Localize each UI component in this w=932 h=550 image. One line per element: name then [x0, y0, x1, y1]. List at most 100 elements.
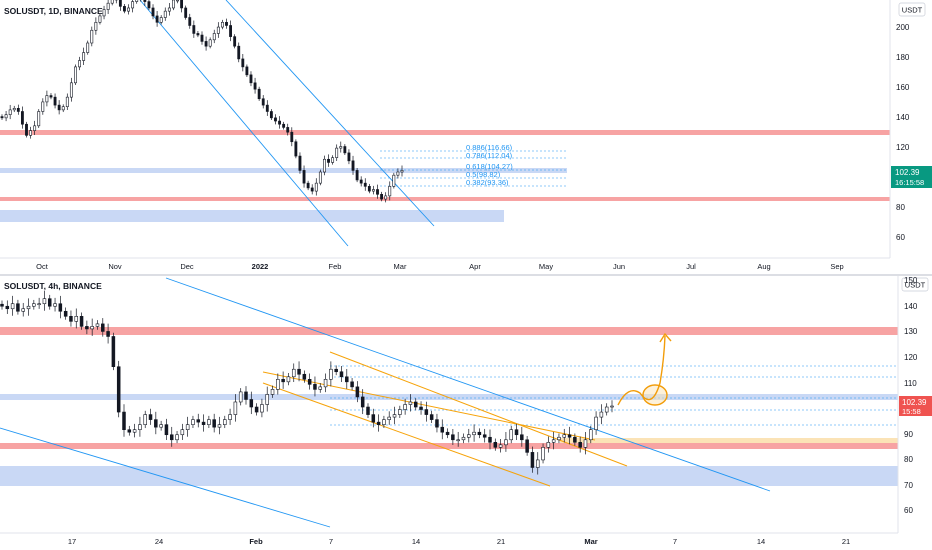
top-candle-body: [8, 109, 12, 115]
bottom-zone-support-73: [0, 466, 898, 486]
top-x-tick-label: Apr: [469, 262, 481, 271]
top-candle-body: [53, 96, 57, 106]
bottom-candle-body: [185, 424, 190, 430]
top-candle-body: [135, 0, 139, 2]
bottom-candle-body: [233, 401, 238, 415]
bottom-candle-body: [265, 394, 269, 405]
top-price-axis[interactable]: USDT 60 80 100 120 140 160 180 200 102.3…: [889, 0, 932, 258]
bottom-candle-body: [223, 419, 227, 425]
bottom-y-tick-label: 110: [904, 379, 917, 388]
channel-upper-line: [262, 371, 596, 441]
bottom-price-axis[interactable]: USDT 60 70 80 90 100 110 120 130 140 150…: [897, 276, 932, 533]
bottom-candle-body: [143, 414, 147, 425]
top-last-price: 102.39: [895, 168, 920, 177]
top-candle-body: [118, 0, 122, 7]
bottom-candle-body: [546, 441, 551, 448]
bottom-candle-body: [0, 303, 4, 307]
bottom-candle-body: [589, 429, 593, 441]
top-candle-body: [225, 21, 228, 26]
top-candle-body: [318, 171, 322, 184]
bottom-candle-body: [318, 386, 323, 390]
bottom-y-tick-label: 60: [904, 506, 913, 515]
bottom-zone-support-105: [0, 394, 898, 400]
bottom-candle-body: [159, 424, 163, 428]
top-candle-body: [163, 10, 167, 18]
bottom-candle-body: [419, 406, 423, 410]
top-candle-body: [204, 41, 208, 47]
top-candle-body: [286, 127, 290, 133]
top-candles: [0, 0, 404, 203]
top-candle-body: [400, 170, 404, 173]
bottom-candle-body: [557, 436, 561, 441]
bottom-candle-body: [122, 411, 126, 430]
bottom-candle-body: [260, 404, 264, 413]
bottom-candle-body: [196, 419, 201, 423]
bottom-candle-body: [387, 416, 391, 420]
top-candle-body: [143, 0, 147, 2]
top-candle-body: [384, 195, 388, 200]
top-candle-body: [237, 45, 241, 60]
top-candle-body: [216, 26, 220, 34]
bottom-x-tick-label: 17: [68, 537, 76, 546]
bottom-y-tick-label: 80: [904, 455, 913, 464]
top-chart-panel[interactable]: 0.886(116.66) 0.786(112.04) 0.618(104.27…: [0, 0, 890, 247]
bottom-candle-body: [286, 376, 291, 383]
bottom-x-tick-label: 21: [842, 537, 850, 546]
bottom-candle-body: [408, 401, 413, 405]
bottom-candle-body: [32, 303, 36, 307]
top-candle-body: [90, 29, 94, 44]
top-x-tick-label: Mar: [394, 262, 407, 271]
top-last-price-badge: [891, 166, 932, 188]
top-candle-body: [245, 66, 249, 76]
top-currency-box[interactable]: [898, 2, 926, 17]
top-candle-body: [131, 1, 135, 9]
bottom-candle-body: [313, 384, 317, 390]
top-candle-body: [82, 52, 86, 61]
top-candle-body: [380, 193, 384, 200]
bottom-candle-body: [127, 429, 132, 433]
top-x-tick-label: Sep: [830, 262, 843, 271]
bottom-candle-body: [477, 431, 482, 436]
bottom-price-zones: [0, 327, 898, 486]
top-candle-body: [302, 170, 306, 184]
top-y-tick-label: 80: [896, 203, 905, 212]
bottom-candle-body: [217, 424, 222, 428]
bottom-candle-body: [424, 409, 429, 415]
top-candle-body: [33, 125, 37, 131]
top-candle-body: [367, 186, 371, 192]
top-candle-body: [220, 21, 224, 28]
bottom-candle-body: [504, 439, 508, 446]
bottom-candle-body: [514, 429, 519, 436]
top-candle-body: [249, 74, 253, 84]
bottom-candle-body: [249, 399, 254, 408]
top-candle-body: [184, 7, 188, 18]
top-fib-labels: 0.886(116.66) 0.786(112.04) 0.618(104.27…: [466, 143, 513, 187]
bottom-candle-body: [244, 391, 248, 400]
top-candle-body: [351, 160, 355, 171]
top-y-tick-label: 120: [896, 143, 910, 152]
top-zone-resistance-130: [0, 130, 890, 135]
forecast-path: [617, 335, 666, 406]
bottom-chart-panel[interactable]: SOLUSDT, 4h, BINANCE: [0, 277, 898, 528]
bottom-currency-box[interactable]: [901, 277, 929, 292]
bottom-y-tick-label: 130: [904, 327, 918, 336]
bottom-candle-body: [360, 396, 365, 408]
top-x-tick-label: Jun: [613, 262, 625, 271]
bottom-candle-body: [541, 447, 545, 461]
bottom-candle-body: [493, 441, 498, 448]
bottom-candle-body: [488, 436, 492, 443]
bottom-candle-body: [169, 434, 174, 441]
bottom-candle-body: [228, 414, 232, 420]
top-candle-body: [347, 152, 351, 162]
bottom-candle-body: [10, 303, 15, 310]
top-candle-body: [98, 15, 102, 23]
bottom-candle-body: [429, 414, 434, 420]
top-candle-body: [388, 186, 392, 197]
fib-label-0618: 0.618(104.27): [466, 162, 513, 171]
top-candle-body: [323, 158, 326, 173]
bottom-trendlines: [0, 277, 771, 528]
bottom-candle-body: [291, 368, 296, 378]
top-candle-body: [4, 114, 8, 119]
top-y-tick-label: 60: [896, 233, 905, 242]
top-candle-body: [74, 66, 77, 84]
